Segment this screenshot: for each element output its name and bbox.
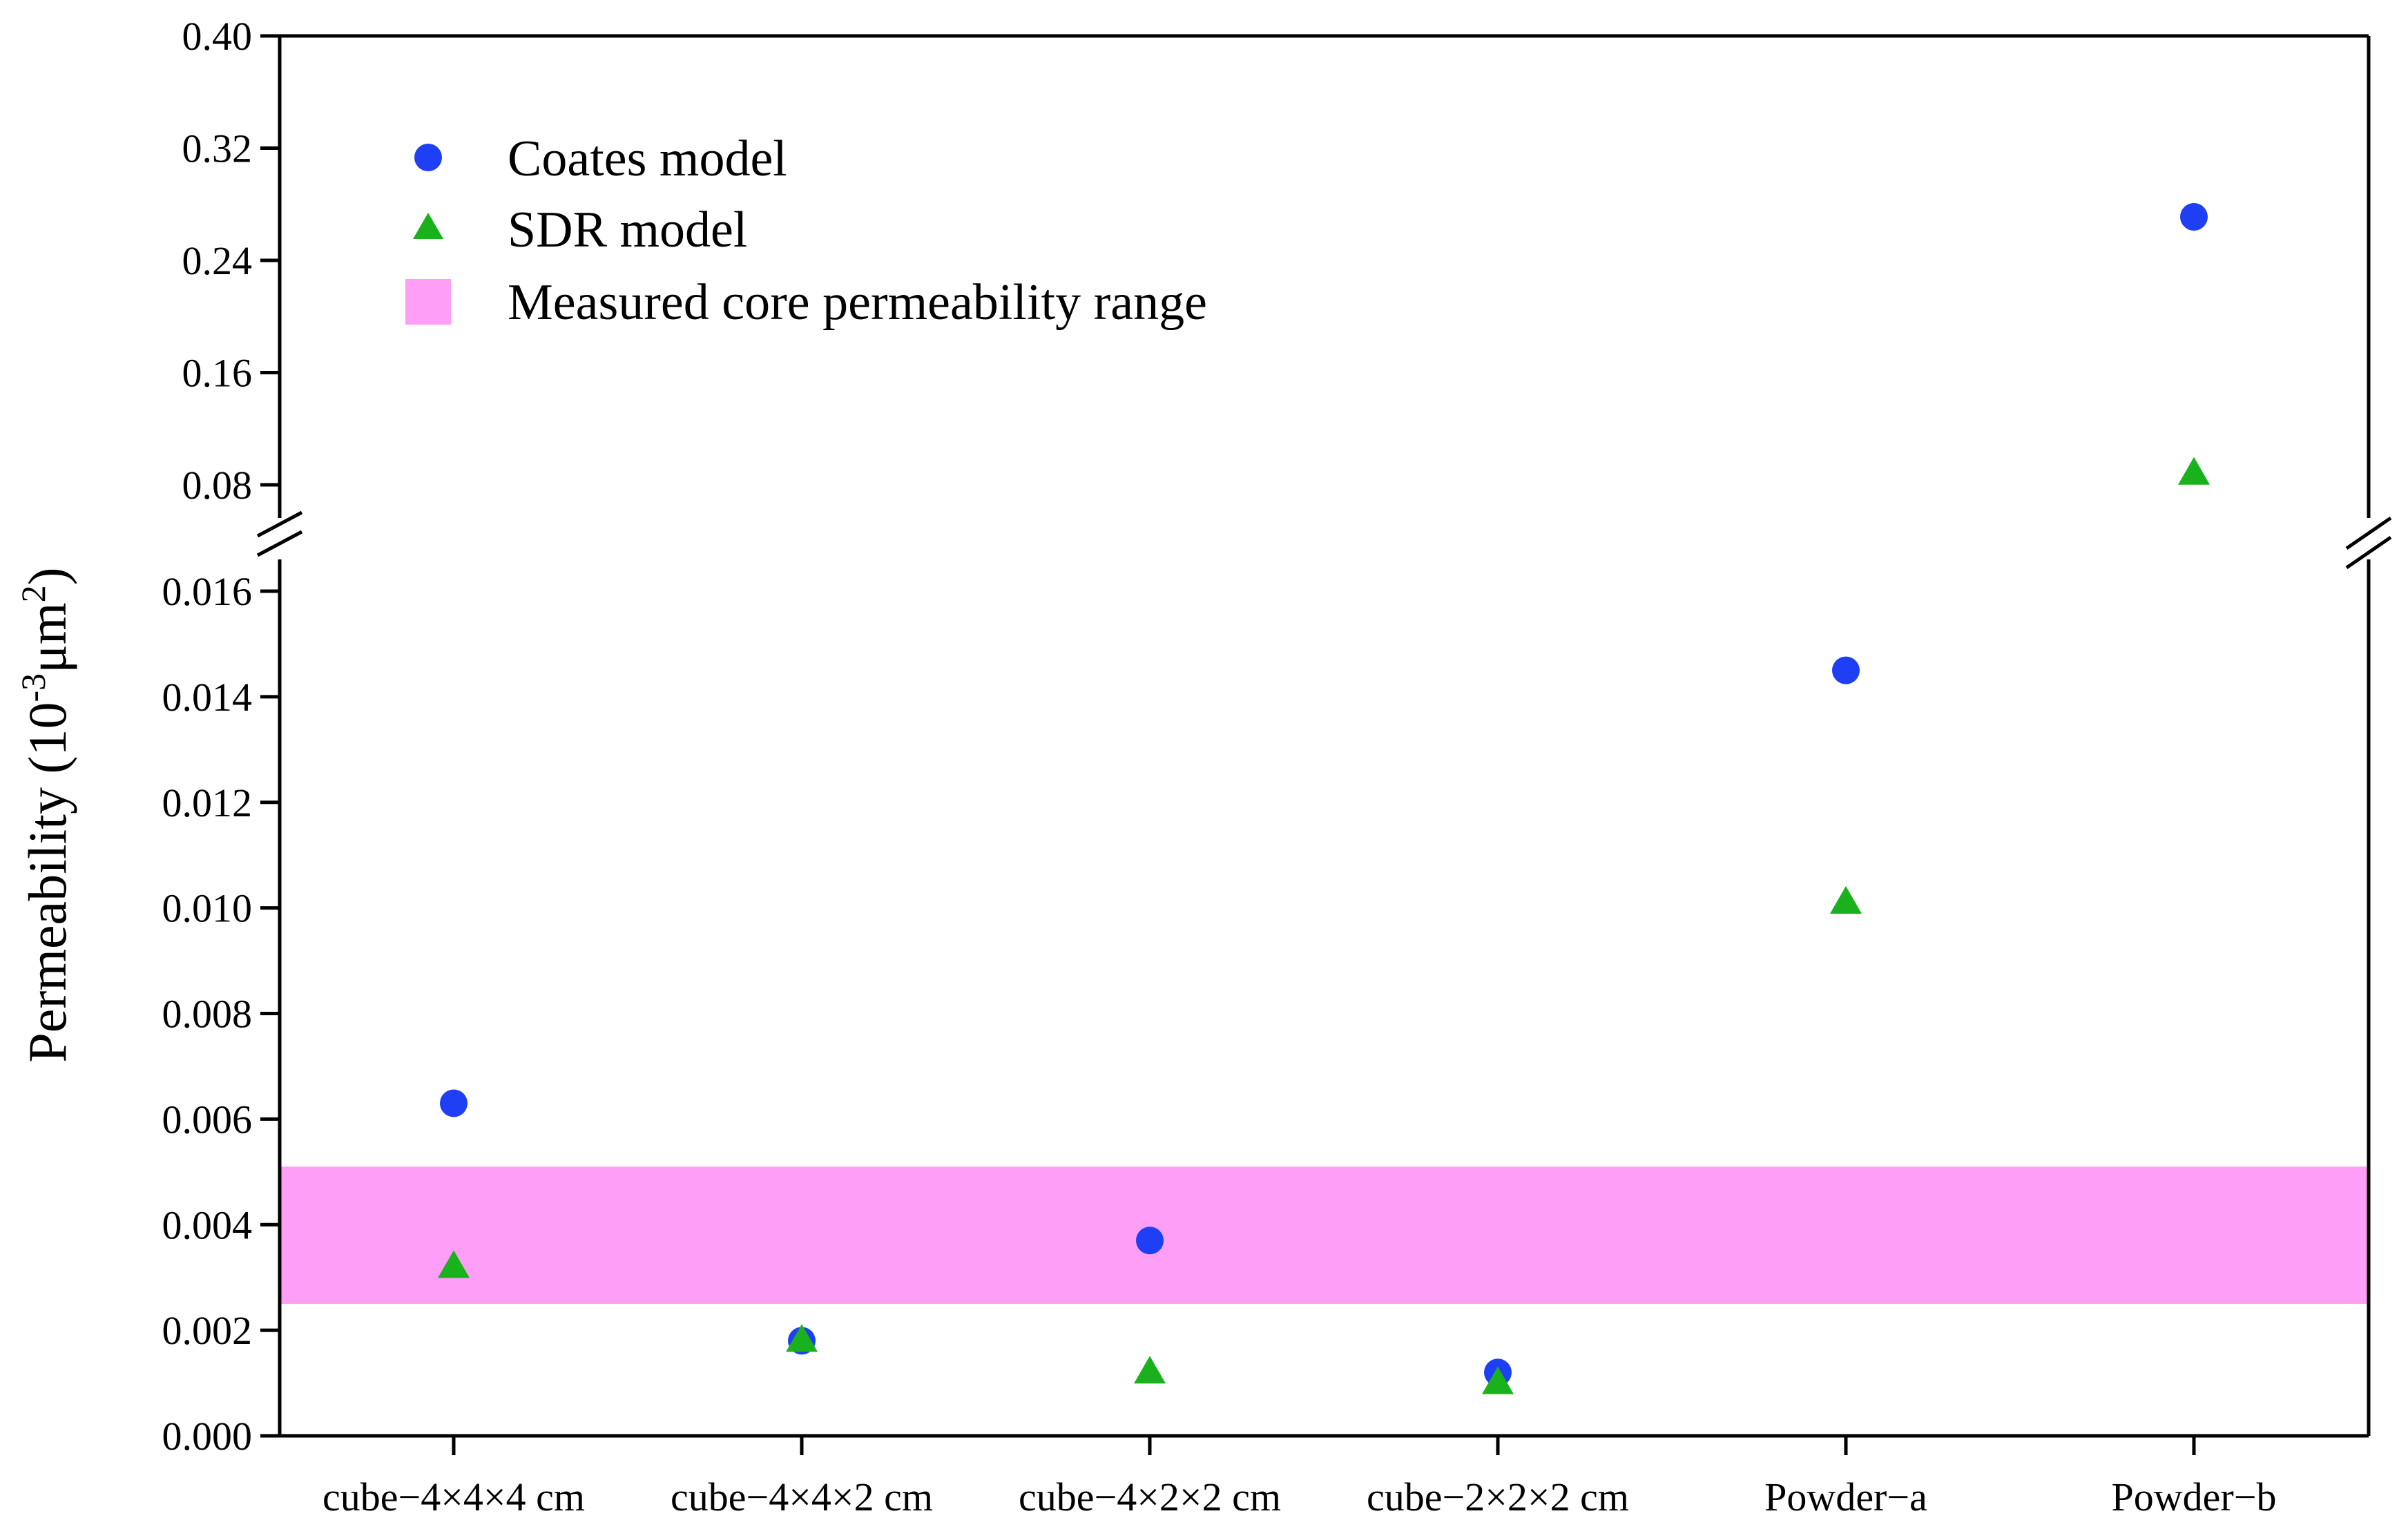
y-axis-label: Permeability (10-3μm2)	[14, 567, 77, 1062]
axis-break-left	[256, 510, 303, 557]
y-tick-label-upper-1: 0.16	[182, 351, 253, 396]
y-tick-label-lower-0: 0.000	[162, 1414, 253, 1459]
y-tick-label-upper-3: 0.32	[182, 126, 253, 171]
sdr-point-4	[1830, 885, 1862, 914]
legend: Coates model SDR model Measured core per…	[405, 131, 1207, 331]
y-tick-label-upper-4: 0.40	[182, 14, 253, 59]
x-tick-label-3: cube−2×2×2 cm	[1367, 1475, 1629, 1519]
legend-sdr-label: SDR model	[508, 202, 747, 258]
coates-point-0	[440, 1089, 468, 1117]
y-tick-label-lower-5: 0.010	[162, 886, 253, 931]
ticks-layer: 0.000 0.002 0.004 0.006 0.008 0.010 0.012 0.014…	[162, 14, 2277, 1519]
coates-point-2	[1136, 1227, 1164, 1255]
sdr-point-1	[786, 1324, 818, 1352]
y-tick-label-lower-8: 0.016	[162, 569, 253, 614]
band-layer	[280, 1166, 2369, 1304]
x-tick-label-0: cube−4×4×4 cm	[322, 1475, 585, 1519]
y-tick-label-upper-0: 0.08	[182, 463, 253, 508]
sdr-point-2	[1134, 1356, 1166, 1384]
y-tick-label-lower-1: 0.002	[162, 1308, 253, 1353]
legend-coates-marker	[414, 144, 442, 171]
legend-coates-label: Coates model	[508, 131, 787, 187]
legend-band-swatch	[405, 279, 451, 325]
y-tick-label-lower-2: 0.004	[162, 1202, 253, 1247]
measured-range-band	[280, 1166, 2369, 1304]
coates-point-5	[2180, 203, 2208, 231]
sdr-point-0	[438, 1250, 470, 1278]
y-tick-label-lower-4: 0.008	[162, 992, 253, 1037]
y-tick-label-upper-2: 0.24	[182, 238, 253, 283]
coates-point-4	[1832, 656, 1860, 684]
x-tick-label-4: Powder−a	[1764, 1475, 1927, 1519]
axis-break-right	[2345, 516, 2392, 570]
sdr-point-3	[1482, 1366, 1514, 1394]
marks-layer	[438, 203, 2210, 1394]
axes-layer	[256, 34, 2392, 1438]
x-tick-label-1: cube−4×4×2 cm	[671, 1475, 933, 1519]
x-tick-label-5: Powder−b	[2112, 1475, 2277, 1519]
sdr-point-5	[2178, 457, 2210, 485]
legend-sdr-marker	[413, 213, 443, 239]
x-tick-label-2: cube−4×2×2 cm	[1019, 1475, 1281, 1519]
y-tick-label-lower-7: 0.014	[162, 675, 253, 720]
y-tick-label-lower-3: 0.006	[162, 1097, 253, 1142]
y-tick-label-lower-6: 0.012	[162, 780, 253, 825]
legend-band-label: Measured core permeability range	[508, 274, 1207, 331]
